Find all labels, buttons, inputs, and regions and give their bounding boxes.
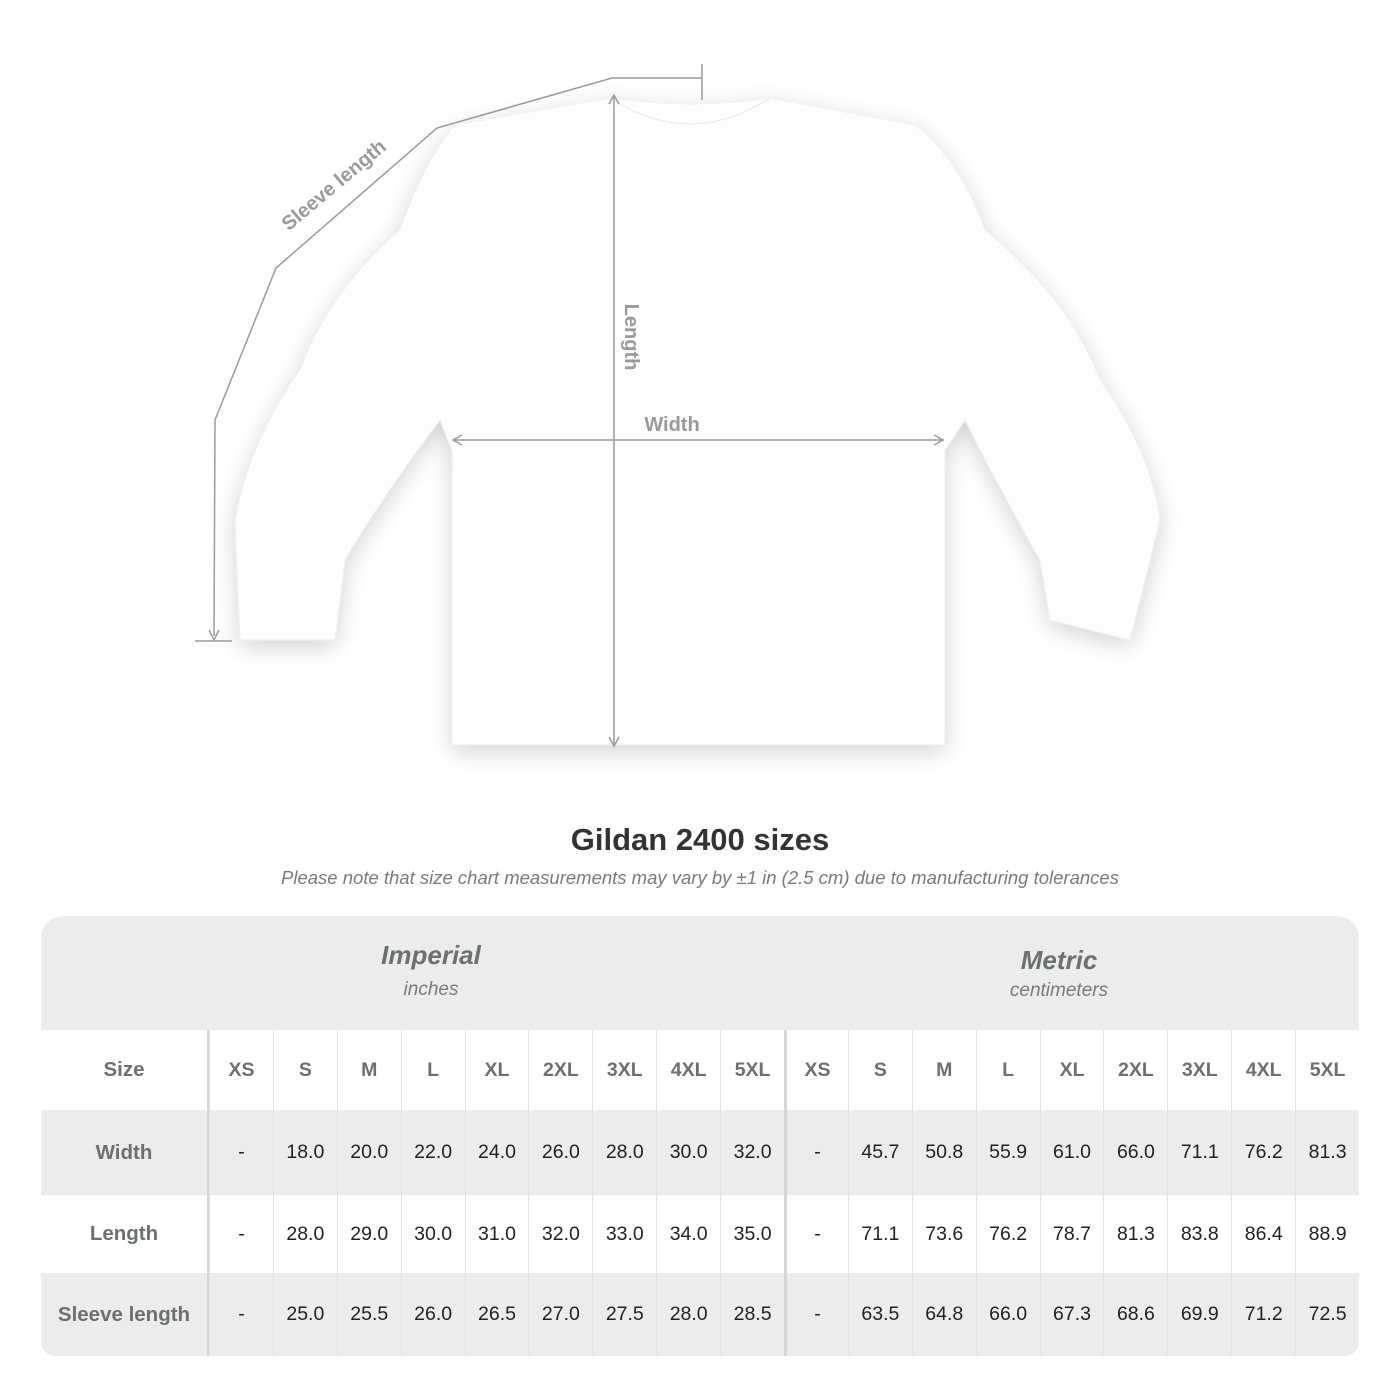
imperial-value-cell: 27.5 [592,1273,656,1356]
metric-value-cell: 61.0 [1039,1110,1104,1195]
size-header-row: Size XS S M L XL 2XL 3XL 4XL 5XL XS S M L XL 2XL 3XL 4XL 5… [41,1030,1359,1110]
shirt-image [234,97,1161,746]
metric-value-cell: 55.9 [975,1110,1040,1195]
metric-header: Metric centimeters [859,945,1259,1002]
metric-title: Metric [1020,945,1098,975]
imperial-value-cell: 30.0 [656,1110,720,1195]
metric-value-cell: 66.0 [975,1273,1040,1356]
sleeve-length-label: Sleeve length [278,136,391,236]
metric-value-cell: 71.1 [1167,1110,1231,1195]
metric-value-cell: 66.0 [1103,1110,1167,1195]
metric-value-cell: 86.4 [1231,1195,1295,1273]
imperial-value-cell: 34.0 [656,1195,720,1273]
tolerance-note: Please note that size chart measurements… [281,867,1119,888]
size-table: Size XS S M L XL 2XL 3XL 4XL 5XL XS S M L XL 2XL 3XL 4XL 5… [41,1030,1359,1356]
metric-value-cell: - [784,1110,848,1195]
metric-value-cell: 81.3 [1103,1195,1167,1273]
metric-value-cell: 76.2 [1231,1110,1295,1195]
metric-value-cell: 72.5 [1295,1273,1359,1356]
imperial-unit: inches [403,979,459,1000]
imperial-value-cell: - [209,1273,273,1356]
metric-value-cell: 71.2 [1231,1273,1295,1356]
metric-size-xl: XL [1039,1030,1104,1110]
imperial-value-cell: 26.5 [464,1273,529,1356]
sleeve-length-line [213,77,702,637]
metric-value-cell: 76.2 [975,1195,1040,1273]
metric-value-cell: 64.8 [911,1273,976,1356]
imperial-value-cell: - [209,1110,273,1195]
imperial-value-cell: 31.0 [464,1195,529,1273]
imperial-value-cell: 25.0 [272,1273,337,1356]
imperial-size-s: S [272,1030,337,1110]
metric-value-cell: 71.1 [847,1195,912,1273]
metric-size-5xl: 5XL [1295,1030,1359,1110]
imperial-value-cell: 30.0 [400,1195,465,1273]
imperial-size-4xl: 4XL [656,1030,720,1110]
metric-size-xs: XS [784,1030,848,1110]
metric-value-cell: - [784,1195,848,1273]
metric-value-cell: 63.5 [847,1273,912,1356]
imperial-size-m: M [336,1030,401,1110]
metric-value-cell: 68.6 [1103,1273,1167,1356]
imperial-value-cell: 28.5 [720,1273,784,1356]
metric-value-cell: 81.3 [1295,1110,1359,1195]
metric-value-cell: - [784,1273,848,1356]
size-header-label: Size [41,1030,209,1110]
metric-value-cell: 50.8 [911,1110,976,1195]
metric-size-m: M [911,1030,976,1110]
metric-value-cell: 88.9 [1295,1195,1359,1273]
metric-value-cell: 78.7 [1039,1195,1104,1273]
row-label: Sleeve length [41,1273,209,1356]
imperial-header: Imperial inches [231,940,631,1001]
imperial-value-cell: 18.0 [272,1110,337,1195]
metric-value-cell: 67.3 [1039,1273,1104,1356]
metric-size-4xl: 4XL [1231,1030,1295,1110]
table-row: Length -28.0 29.0 30.0 31.0 32.0 33.0 34.0 35.0-… [41,1195,1359,1273]
imperial-value-cell: 25.5 [336,1273,401,1356]
imperial-value-cell: 35.0 [720,1195,784,1273]
imperial-value-cell: 28.0 [592,1110,656,1195]
imperial-value-cell: 27.0 [528,1273,592,1356]
imperial-value-cell: 32.0 [528,1195,592,1273]
metric-value-cell: 45.7 [847,1110,912,1195]
metric-unit: centimeters [1009,980,1109,1001]
length-label: Length [620,304,642,371]
metric-size-l: L [975,1030,1040,1110]
imperial-size-3xl: 3XL [592,1030,656,1110]
metric-value-cell: 73.6 [911,1195,976,1273]
imperial-size-2xl: 2XL [528,1030,592,1110]
imperial-size-l: L [400,1030,465,1110]
imperial-value-cell: 29.0 [336,1195,401,1273]
imperial-value-cell: - [209,1195,273,1273]
imperial-value-cell: 33.0 [592,1195,656,1273]
row-label: Length [41,1195,209,1273]
metric-size-s: S [847,1030,912,1110]
table-row: Sleeve length -25.0 25.5 26.0 26.5 27.0 27.5 28… [41,1273,1359,1356]
row-label: Width [41,1110,209,1195]
width-label: Width [644,414,699,436]
metric-size-2xl: 2XL [1103,1030,1167,1110]
imperial-size-xs: XS [209,1030,273,1110]
imperial-value-cell: 26.0 [400,1273,465,1356]
table-row: Width -18.0 20.0 22.0 24.0 26.0 28.0 30.0 32.0-4… [41,1110,1359,1195]
page-title: Gildan 2400 sizes [570,822,830,857]
shirt-measurement-diagram: Sleeve length Length Width [195,64,1161,748]
imperial-value-cell: 28.0 [272,1195,337,1273]
metric-value-cell: 83.8 [1167,1195,1231,1273]
metric-size-3xl: 3XL [1167,1030,1231,1110]
imperial-value-cell: 32.0 [720,1110,784,1195]
units-header-band [41,916,1359,1030]
imperial-value-cell: 28.0 [656,1273,720,1356]
imperial-size-xl: XL [464,1030,529,1110]
imperial-value-cell: 22.0 [400,1110,465,1195]
metric-value-cell: 69.9 [1167,1273,1231,1356]
imperial-value-cell: 20.0 [336,1110,401,1195]
imperial-value-cell: 26.0 [528,1110,592,1195]
imperial-size-5xl: 5XL [720,1030,784,1110]
imperial-value-cell: 24.0 [464,1110,529,1195]
imperial-title: Imperial [381,940,481,970]
